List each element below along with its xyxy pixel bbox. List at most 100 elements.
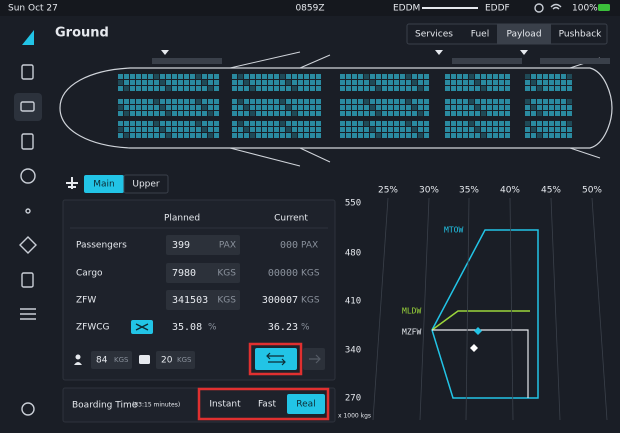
seat	[130, 121, 135, 126]
seat	[364, 121, 369, 126]
seat	[124, 80, 129, 85]
seat	[184, 86, 189, 91]
seat	[543, 80, 548, 85]
seat	[142, 86, 147, 91]
seat	[352, 80, 357, 85]
row-label: Passengers	[76, 241, 127, 251]
input-box[interactable]	[166, 235, 240, 255]
seat	[118, 80, 123, 85]
seat	[262, 99, 267, 104]
deck-upper[interactable]: Upper	[132, 180, 160, 190]
seat	[406, 86, 411, 91]
seat	[250, 74, 255, 79]
tab[interactable]: Fuel	[471, 30, 489, 40]
nav-sliders[interactable]	[20, 308, 36, 320]
seat	[475, 121, 480, 126]
load-btn[interactable]	[255, 348, 297, 370]
seat	[358, 121, 363, 126]
cargo-weight-box[interactable]	[156, 351, 195, 369]
seat	[196, 86, 201, 91]
boarding-option[interactable]: Instant	[209, 400, 241, 410]
seat	[268, 80, 273, 85]
tab[interactable]: Services	[415, 30, 453, 40]
seat	[214, 80, 219, 85]
bag-weight-box[interactable]	[91, 351, 132, 369]
nav-warning[interactable]	[19, 236, 37, 254]
seat	[567, 127, 572, 132]
seat	[400, 105, 405, 110]
deck-main[interactable]: Main	[93, 180, 115, 190]
seat	[493, 105, 498, 110]
tab-active-bg	[497, 24, 551, 44]
seat	[382, 111, 387, 116]
seat	[370, 121, 375, 126]
seat	[232, 86, 237, 91]
seat	[316, 80, 321, 85]
seat	[172, 105, 177, 110]
nav-settings[interactable]	[21, 402, 35, 416]
seat	[178, 121, 183, 126]
seat	[250, 127, 255, 132]
seat	[154, 111, 159, 116]
seat	[567, 105, 572, 110]
seat	[505, 74, 510, 79]
nav-truck[interactable]	[20, 101, 35, 112]
x-tick-label: 35%	[459, 186, 479, 196]
seat	[184, 127, 189, 132]
deck-upper-btn[interactable]	[123, 174, 169, 194]
seat	[475, 74, 480, 79]
row-label: ZFWCG	[76, 323, 110, 333]
seat	[469, 121, 474, 126]
seat	[525, 74, 530, 79]
seat	[412, 133, 417, 138]
seat	[292, 133, 297, 138]
seat	[475, 86, 480, 91]
seat	[298, 127, 303, 132]
seat	[244, 80, 249, 85]
seat	[304, 74, 309, 79]
seat	[130, 133, 135, 138]
seat	[463, 99, 468, 104]
cargo-bar	[452, 58, 522, 64]
tab[interactable]: Payload	[506, 30, 541, 40]
deck-main-btn[interactable]	[84, 175, 124, 193]
x-tick-label: 25%	[378, 186, 398, 196]
input-box[interactable]	[166, 290, 240, 310]
status-date: Sun Oct 27	[8, 4, 58, 14]
seat	[505, 127, 510, 132]
seat	[364, 133, 369, 138]
seat	[418, 86, 423, 91]
boarding-option[interactable]: Fast	[258, 400, 277, 410]
seat	[370, 127, 375, 132]
seat	[364, 86, 369, 91]
cargo-bar	[540, 58, 610, 64]
seat	[184, 99, 189, 104]
seat	[394, 74, 399, 79]
seat	[457, 105, 462, 110]
nav-calculator[interactable]	[21, 133, 34, 150]
seat	[418, 133, 423, 138]
arrow-icon	[309, 354, 321, 364]
input-box[interactable]	[166, 263, 240, 283]
seat	[537, 99, 542, 104]
boarding-option[interactable]: Real	[296, 400, 315, 410]
settings-icon[interactable]	[534, 3, 544, 13]
seat	[445, 80, 450, 85]
nav-clipboard[interactable]	[21, 64, 34, 80]
seat	[298, 111, 303, 116]
seat	[244, 121, 249, 126]
seat	[268, 111, 273, 116]
nav-compass[interactable]	[20, 168, 36, 184]
seat	[412, 121, 417, 126]
seat	[232, 99, 237, 104]
seat	[184, 80, 189, 85]
dropdown-arrows[interactable]	[161, 50, 528, 55]
seat	[202, 105, 207, 110]
seat	[310, 105, 315, 110]
seat	[178, 127, 183, 132]
seat	[531, 121, 536, 126]
seat	[298, 86, 303, 91]
nav-checklist[interactable]	[21, 272, 34, 288]
nav-radio[interactable]	[25, 208, 31, 214]
tab[interactable]: Pushback	[559, 30, 603, 40]
